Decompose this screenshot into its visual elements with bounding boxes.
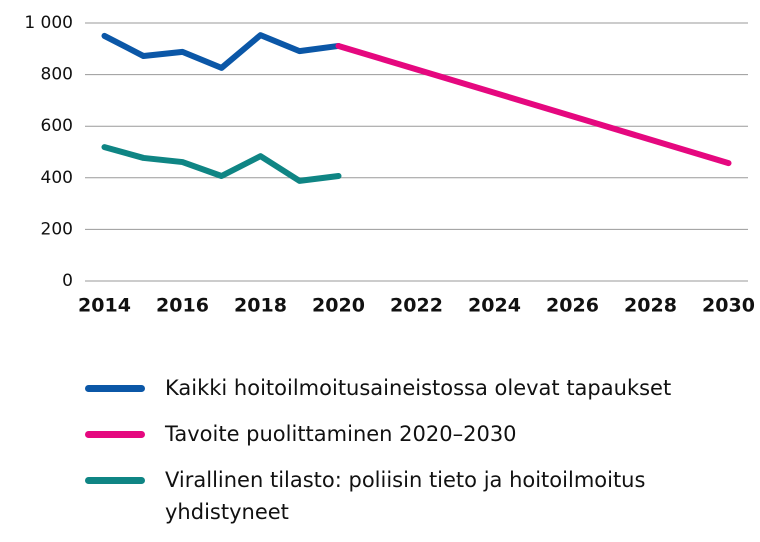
y-tick-label: 1 000 [24, 13, 73, 33]
x-tick-label: 2026 [546, 295, 599, 317]
x-tick-label: 2020 [312, 295, 365, 317]
legend: Kaikki hoitoilmoitusaineistossa olevat t… [85, 372, 755, 542]
legend-item: Tavoite puolittaminen 2020–2030 [85, 418, 755, 450]
series-line [101, 32, 342, 71]
series-line [101, 144, 342, 184]
x-tick-label: 2014 [78, 295, 131, 317]
x-tick-label: 2030 [702, 295, 755, 317]
legend-swatch [85, 385, 145, 392]
y-tick-label: 600 [41, 116, 73, 136]
legend-swatch [85, 431, 145, 438]
legend-item: Virallinen tilasto: poliisin tieto ja ho… [85, 464, 755, 528]
series-line [335, 42, 732, 167]
legend-swatch [85, 477, 145, 484]
page: 0 200 400 600 800 1 000 2014 2016 2018 2020 2022 20… [24, 13, 755, 524]
x-tick-label: 2022 [390, 295, 443, 317]
legend-label: Virallinen tilasto: poliisin tieto ja ho… [165, 468, 646, 524]
y-tick-label: 200 [41, 219, 73, 239]
x-tick-label: 2024 [468, 295, 521, 317]
y-tick-label: 0 [62, 271, 73, 291]
legend-label: Kaikki hoitoilmoitusaineistossa olevat t… [165, 376, 672, 400]
x-tick-label: 2028 [624, 295, 677, 317]
x-tick-label: 2016 [156, 295, 209, 317]
y-tick-label: 400 [41, 168, 73, 188]
x-tick-label: 2018 [234, 295, 287, 317]
legend-label: Tavoite puolittaminen 2020–2030 [165, 422, 517, 446]
legend-item: Kaikki hoitoilmoitusaineistossa olevat t… [85, 372, 755, 404]
chart: 0 200 400 600 800 1 000 2014 2016 2018 2020 2022 20… [24, 13, 755, 317]
y-tick-label: 800 [41, 65, 73, 85]
